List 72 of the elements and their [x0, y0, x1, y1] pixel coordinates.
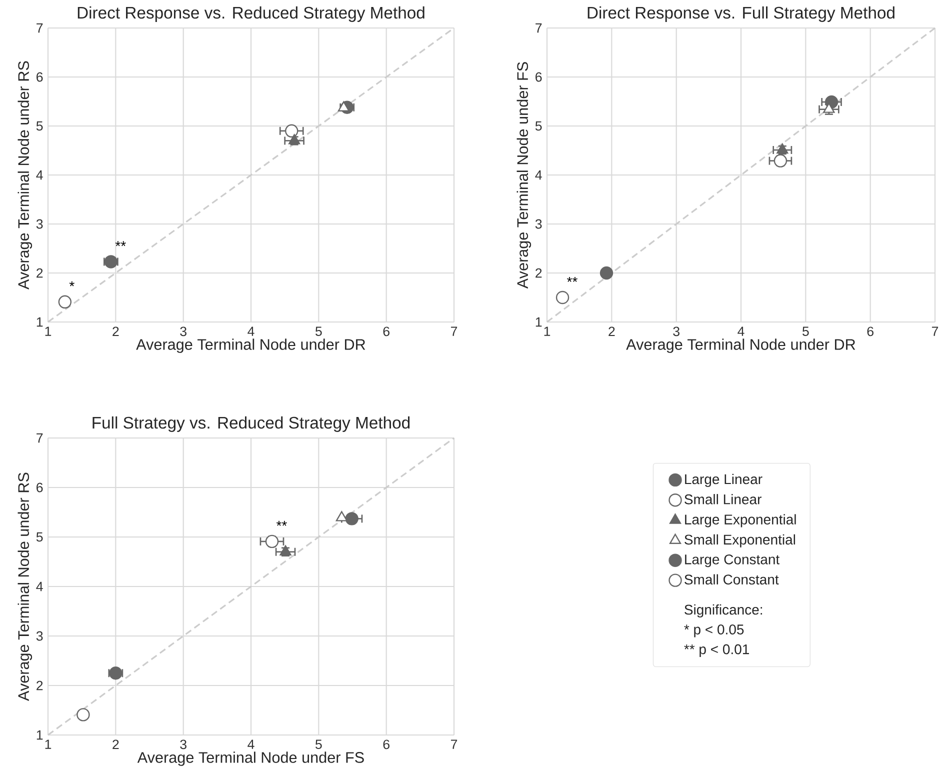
y-tick-label: 7 [536, 23, 542, 33]
y-tick-label: 3 [36, 631, 43, 641]
x-tick-label: 7 [450, 740, 458, 749]
legend-label: Small Exponential [684, 534, 796, 548]
legend-label: Small Linear [684, 494, 762, 504]
y-tick-label: 1 [36, 317, 43, 327]
y-axis-title: Average Terminal Node under FS [516, 62, 532, 289]
x-tick-label: 2 [112, 740, 119, 750]
x-tick-label: 7 [450, 326, 458, 336]
y-tick-label: 6 [36, 72, 43, 82]
y-tick-label: 4 [535, 170, 542, 180]
y-axis-title: Average Terminal Node under RS [18, 472, 32, 701]
y-tick-label: 5 [36, 532, 43, 542]
x-axis-title: Average Terminal Node under DR [136, 338, 366, 353]
y-tick-label: 1 [536, 317, 542, 327]
y-tick-label: 4 [36, 582, 43, 592]
legend-label: Large Linear [685, 474, 762, 487]
x-axis-title: Average Terminal Node under DR [626, 338, 856, 353]
chart-title: Full Strategy vs. Reduced Strategy Method [92, 416, 410, 432]
point [76, 708, 90, 722]
x-tick-label: 3 [180, 740, 186, 750]
text: ** p < 0.01 [684, 644, 749, 657]
legend-label: Large Constant [685, 554, 780, 568]
y-tick-label: 1 [36, 730, 43, 740]
point [600, 266, 614, 280]
point [104, 255, 118, 268]
y-tick-label: 4 [36, 170, 43, 180]
x-tick-label: 5 [316, 740, 322, 750]
y-tick-label: 6 [36, 482, 43, 492]
x-tick-label: 6 [383, 740, 390, 750]
y-tick-label: 6 [536, 72, 542, 82]
x-tick-label: 6 [383, 326, 390, 336]
x-tick-label: 7 [932, 326, 938, 336]
annotation: ** [276, 520, 287, 526]
y-tick-label: 2 [36, 680, 43, 690]
x-tick-label: 4 [248, 326, 254, 336]
x-tick-label: 5 [316, 326, 322, 336]
point [338, 101, 350, 112]
legend-label: Small Constant [684, 574, 779, 585]
y-tick-label: 5 [36, 121, 43, 131]
annotation: ** [567, 276, 578, 282]
point [58, 295, 72, 309]
y-tick-label: 7 [36, 23, 43, 33]
y-tick-label: 3 [535, 219, 542, 229]
x-tick-label: 2 [112, 326, 119, 336]
legend-label: Large Exponential [685, 514, 796, 528]
x-tick-label: 4 [248, 740, 254, 749]
y-tick-label: 5 [535, 121, 542, 131]
x-tick-label: 3 [673, 326, 680, 336]
point [336, 511, 348, 522]
annotation: ** [115, 241, 126, 246]
x-tick-label: 4 [738, 326, 744, 336]
point [345, 512, 358, 526]
y-axis-title: Average Terminal Node under RS [18, 61, 32, 290]
x-tick-label: 1 [45, 740, 52, 749]
chart-title: Direct Response vs. Full Strategy Method [588, 6, 894, 22]
x-tick-label: 3 [180, 326, 186, 336]
x-tick-label: 2 [608, 326, 615, 336]
chart-title: Direct Response vs. Reduced Strategy Method [78, 6, 424, 22]
x-tick-label: 1 [45, 326, 52, 336]
text: Significance: [684, 604, 762, 618]
x-axis-title: Average Terminal Node under FS [137, 752, 364, 766]
x-tick-label: 5 [802, 326, 809, 336]
annotation: * [69, 281, 74, 286]
y-tick-label: 7 [36, 433, 43, 443]
x-tick-label: 1 [544, 326, 550, 336]
y-tick-label: 3 [36, 219, 43, 229]
y-tick-label: 2 [536, 268, 542, 278]
text: * p < 0.05 [684, 624, 744, 638]
y-tick-label: 2 [36, 268, 43, 278]
x-tick-label: 6 [867, 326, 874, 336]
point [556, 290, 570, 304]
